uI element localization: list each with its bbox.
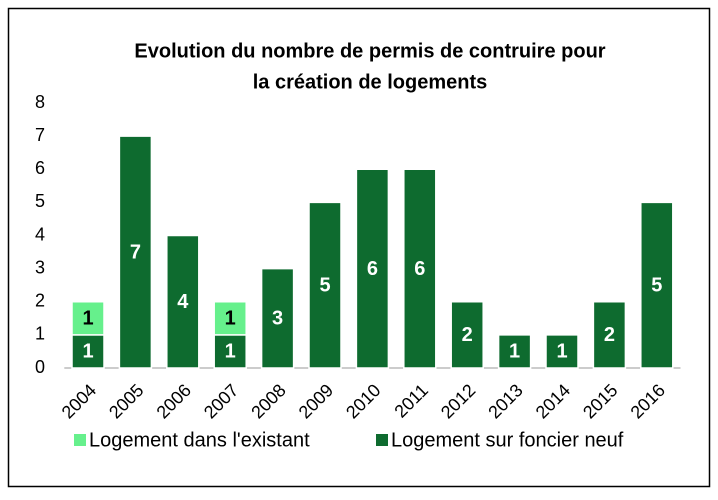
bar-segment <box>450 301 484 369</box>
bar-segment <box>71 301 105 336</box>
data-label: 5 <box>651 274 662 296</box>
y-tick-label: 3 <box>35 257 45 277</box>
bar-segment <box>355 168 390 369</box>
chart-title: Evolution du nombre de permis de contrui… <box>134 40 605 62</box>
data-label: 4 <box>177 291 189 313</box>
data-label: 2 <box>604 324 615 346</box>
data-label: 6 <box>367 258 378 280</box>
legend-swatch <box>74 434 86 446</box>
bar-segment <box>166 234 200 369</box>
bar-segment <box>403 168 437 369</box>
bar-segment <box>213 301 247 336</box>
legend-label: Logement sur foncier neuf <box>391 429 624 451</box>
legend-label: Logement dans l'existant <box>89 429 310 451</box>
bar-segment <box>118 135 153 369</box>
bar-segment <box>260 267 295 369</box>
legend-swatch <box>376 434 388 446</box>
y-tick-label: 2 <box>35 291 45 311</box>
data-label: 1 <box>82 308 93 330</box>
data-label: 1 <box>225 308 236 330</box>
y-tick-label: 1 <box>35 324 45 344</box>
y-tick-label: 4 <box>35 224 45 244</box>
data-label: 6 <box>414 258 425 280</box>
y-tick-label: 6 <box>35 158 45 178</box>
y-tick-label: 5 <box>35 191 45 211</box>
bar-segment <box>545 334 579 369</box>
y-tick-label: 8 <box>35 92 45 112</box>
bar-segment <box>71 334 105 369</box>
bar-segment <box>497 334 532 369</box>
bar-segment <box>308 201 342 369</box>
data-label: 1 <box>556 341 567 363</box>
data-label: 5 <box>319 274 330 296</box>
y-tick-label: 0 <box>35 357 45 377</box>
data-label: 1 <box>82 341 93 363</box>
data-label: 1 <box>225 341 236 363</box>
y-tick-label: 7 <box>35 125 45 145</box>
data-label: 3 <box>272 308 283 330</box>
data-label: 1 <box>509 341 520 363</box>
bar-segment <box>213 334 247 369</box>
bar-segment <box>592 301 627 369</box>
chart-title: la création de logements <box>253 71 488 93</box>
data-label: 7 <box>130 241 141 263</box>
bar-segment <box>640 201 674 369</box>
data-label: 2 <box>462 324 473 346</box>
